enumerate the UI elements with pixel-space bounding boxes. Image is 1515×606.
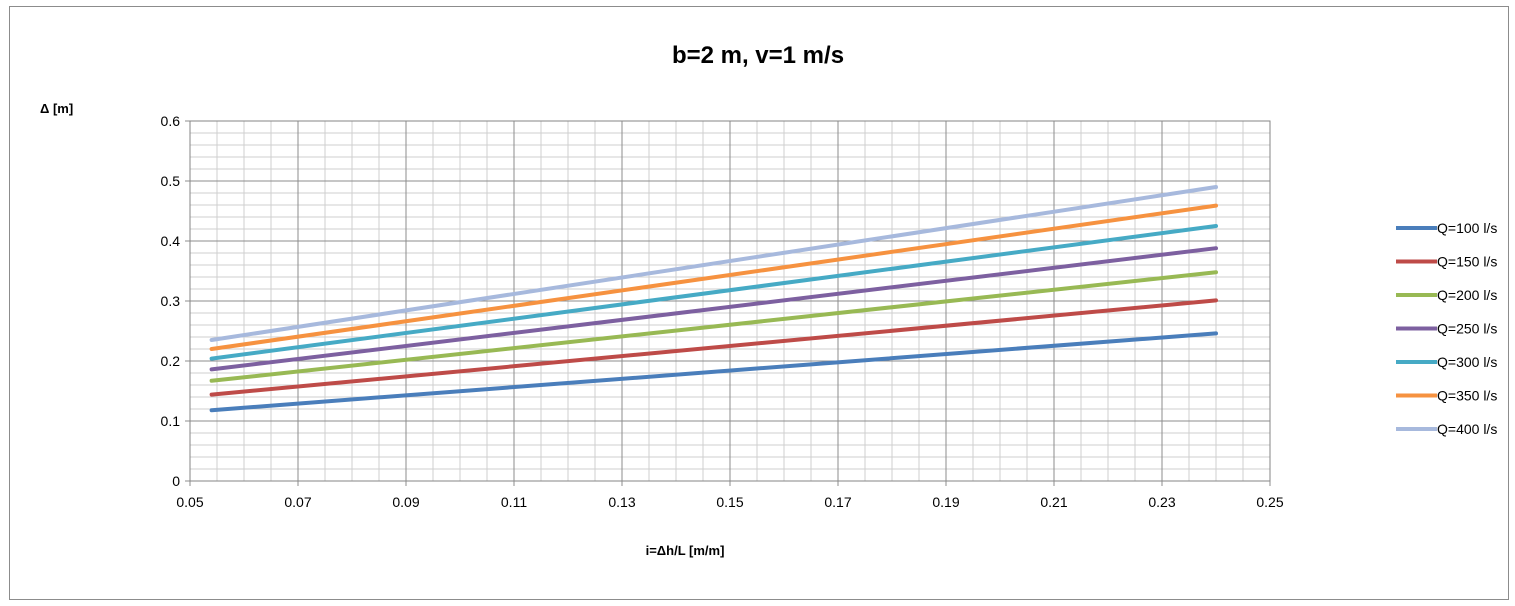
series-line <box>209 224 1218 361</box>
series-lines <box>209 185 1218 413</box>
series-line <box>209 246 1218 372</box>
series-line <box>209 298 1218 397</box>
y-axis-tick-labels: 0 0.1 0.2 0.3 0.4 0.5 0.6 <box>161 113 181 489</box>
chart-title: b=2 m, v=1 m/s <box>672 42 844 69</box>
x-tick-label: 0.23 <box>1148 494 1175 510</box>
legend: Q=100 l/s Q=150 l/s Q=200 l/s Q=250 l/s Q=30… <box>1396 220 1497 437</box>
x-axis-tick-labels: 0.05 0.07 0.09 0.11 0.13 0.15 0.17 0.19 0.21 0.23… <box>176 494 1283 510</box>
x-tick-label: 0.19 <box>932 494 959 510</box>
series-line <box>209 203 1218 351</box>
y-axis-label: Δ [m] <box>40 101 73 116</box>
x-axis-label: i=Δh/L [m/m] <box>646 543 725 558</box>
x-tick-label: 0.17 <box>824 494 851 510</box>
legend-label: Q=250 l/s <box>1437 321 1497 337</box>
plot-area-border <box>189 120 1271 482</box>
legend-label: Q=100 l/s <box>1437 220 1497 236</box>
y-tick-label: 0.1 <box>161 413 181 429</box>
legend-label: Q=150 l/s <box>1437 254 1497 270</box>
x-tick-label: 0.09 <box>392 494 419 510</box>
legend-label: Q=350 l/s <box>1437 388 1497 404</box>
x-tick-label: 0.11 <box>501 494 527 510</box>
series-line <box>209 270 1218 383</box>
x-tick-label: 0.13 <box>608 494 635 510</box>
series-line <box>209 331 1218 413</box>
x-tick-label: 0.25 <box>1256 494 1283 510</box>
y-tick-label: 0 <box>172 473 180 489</box>
legend-label: Q=400 l/s <box>1437 421 1497 437</box>
series-line <box>209 185 1218 342</box>
x-tick-label: 0.07 <box>284 494 311 510</box>
legend-label: Q=200 l/s <box>1437 287 1497 303</box>
y-tick-label: 0.3 <box>161 293 181 309</box>
legend-label: Q=300 l/s <box>1437 354 1497 370</box>
y-tick-label: 0.5 <box>161 173 181 189</box>
x-tick-label: 0.05 <box>176 494 203 510</box>
y-tick-label: 0.4 <box>161 233 181 249</box>
major-gridlines <box>185 120 1271 486</box>
x-tick-label: 0.21 <box>1040 494 1067 510</box>
x-tick-label: 0.15 <box>716 494 743 510</box>
y-tick-label: 0.6 <box>161 113 181 129</box>
y-tick-label: 0.2 <box>161 353 181 369</box>
